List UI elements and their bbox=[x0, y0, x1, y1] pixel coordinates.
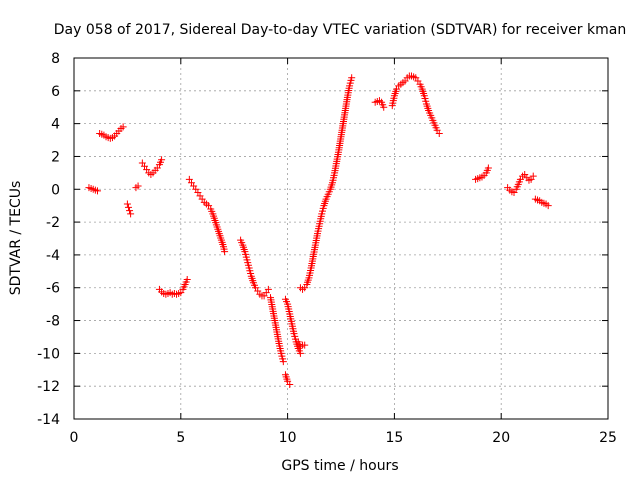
y-tick-label: 6 bbox=[51, 84, 60, 100]
x-tick-label: 5 bbox=[176, 430, 185, 446]
x-tick-label: 20 bbox=[492, 430, 510, 446]
data-point bbox=[183, 276, 191, 284]
x-tick-labels: 0 5 10 15 20 25 bbox=[70, 430, 617, 446]
data-point bbox=[126, 207, 134, 215]
data-point bbox=[123, 200, 131, 208]
data-point bbox=[348, 74, 356, 82]
data-marks bbox=[85, 72, 552, 389]
x-tick-label: 0 bbox=[70, 430, 79, 446]
y-tick-label: 2 bbox=[51, 149, 60, 165]
data-point bbox=[119, 123, 127, 131]
x-tick-label: 15 bbox=[385, 430, 403, 446]
y-tick-label: -4 bbox=[46, 248, 60, 264]
data-point bbox=[264, 285, 272, 293]
y-axis-label: SDTVAR / TECUs bbox=[8, 181, 24, 296]
axis-ticks bbox=[73, 57, 609, 420]
y-tick-label: -6 bbox=[46, 281, 60, 297]
data-point bbox=[279, 358, 287, 366]
data-point bbox=[127, 210, 135, 218]
data-point bbox=[93, 187, 101, 195]
y-tick-label: -12 bbox=[37, 379, 60, 395]
data-point bbox=[301, 341, 309, 349]
data-point bbox=[124, 203, 132, 211]
data-point bbox=[158, 156, 166, 164]
data-point bbox=[435, 129, 443, 137]
chart-title: Day 058 of 2017, Sidereal Day-to-day VTE… bbox=[54, 22, 626, 38]
y-tick-label: 0 bbox=[51, 182, 60, 198]
y-tick-labels: -14 -12 -10 -8 -6 -4 -2 0 2 4 6 8 bbox=[37, 51, 60, 428]
y-tick-label: 8 bbox=[51, 51, 60, 67]
y-tick-label: -2 bbox=[46, 215, 60, 231]
data-point bbox=[529, 172, 537, 180]
y-tick-label: 4 bbox=[51, 117, 60, 133]
y-tick-label: -8 bbox=[46, 314, 60, 330]
data-point bbox=[134, 182, 142, 190]
y-tick-label: -14 bbox=[37, 412, 60, 428]
plot-frame bbox=[73, 57, 609, 420]
data-point bbox=[296, 349, 304, 357]
x-tick-label: 10 bbox=[279, 430, 297, 446]
data-point bbox=[380, 103, 388, 111]
data-point bbox=[221, 248, 229, 256]
data-point bbox=[544, 202, 552, 210]
x-axis-label: GPS time / hours bbox=[281, 458, 398, 474]
x-tick-label: 25 bbox=[599, 430, 617, 446]
y-tick-label: -10 bbox=[37, 346, 60, 362]
data-point bbox=[484, 164, 492, 172]
data-point bbox=[286, 381, 294, 389]
